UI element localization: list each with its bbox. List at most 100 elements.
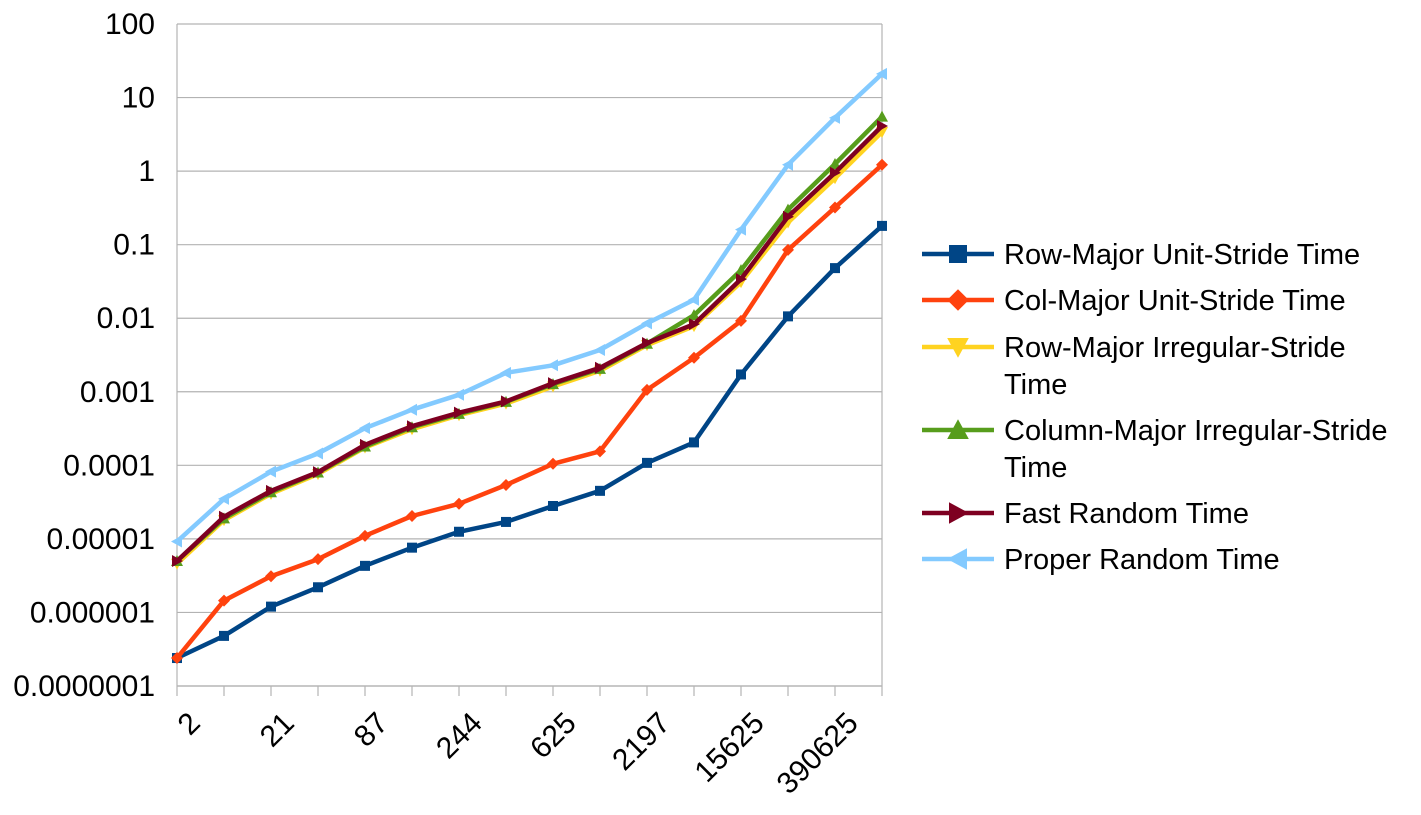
- data-point: [782, 243, 794, 256]
- data-point: [313, 466, 324, 479]
- legend-entry: Row-Major Irregular-Stride Time: [922, 332, 1346, 401]
- x-tick-label: 625: [524, 706, 583, 765]
- legend-label: Row-Major Irregular-Stride Time: [1004, 332, 1346, 401]
- data-point: [830, 263, 840, 274]
- series-line: [175, 124, 884, 563]
- data-point: [547, 457, 559, 470]
- data-point: [266, 601, 276, 612]
- data-point: [688, 309, 700, 321]
- series-5: [172, 120, 888, 568]
- x-tick-label: 244: [430, 706, 489, 765]
- series: [171, 67, 888, 665]
- data-point: [548, 500, 558, 511]
- legend-marker: [949, 502, 969, 524]
- legend-entry: Column-Major Irregular-Stride Time: [922, 415, 1388, 484]
- data-point: [406, 509, 418, 522]
- legend: Row-Major Unit-Stride Time Col-Major Unit…: [922, 239, 1388, 576]
- data-point: [359, 529, 371, 542]
- data-point: [218, 594, 230, 607]
- series-line: [176, 224, 884, 661]
- series-1: [172, 220, 887, 664]
- data-point: [501, 516, 511, 527]
- y-tick-label: 0.000001: [30, 596, 155, 629]
- data-point: [594, 445, 606, 458]
- data-point: [407, 542, 417, 553]
- data-point: [548, 377, 559, 390]
- y-tick-label: 0.0000001: [13, 670, 155, 703]
- legend-entry: Col-Major Unit-Stride Time: [922, 285, 1346, 317]
- data-point: [266, 484, 277, 497]
- data-point: [219, 510, 230, 523]
- data-point: [829, 201, 841, 214]
- legend-marker: [947, 338, 969, 358]
- data-point: [830, 166, 841, 179]
- data-point: [265, 465, 276, 478]
- data-point: [595, 485, 605, 496]
- data-point: [876, 67, 887, 80]
- data-point: [829, 157, 841, 169]
- data-point: [360, 438, 371, 451]
- data-point: [500, 366, 511, 379]
- legend-entry: Proper Random Time: [922, 544, 1280, 576]
- y-tick-label: 0.0001: [63, 449, 155, 482]
- data-point: [735, 223, 746, 236]
- series-2: [171, 158, 888, 665]
- data-point: [454, 526, 464, 537]
- data-point: [453, 497, 465, 510]
- y-tick-label: 0.001: [80, 376, 155, 409]
- x-tick-label: 2: [172, 706, 207, 741]
- data-point: [501, 395, 512, 408]
- series-3: [171, 127, 888, 570]
- y-tick-label: 0.00001: [47, 523, 155, 556]
- data-point: [547, 359, 558, 372]
- legend-label: Row-Major Unit-Stride Time: [1004, 239, 1360, 271]
- legend-marker: [947, 289, 969, 311]
- x-tick-label: 2197: [606, 706, 677, 777]
- data-point: [218, 492, 229, 505]
- data-point: [406, 403, 417, 416]
- legend-label: Column-Major Irregular-Stride Time: [1004, 415, 1388, 484]
- data-point: [736, 369, 746, 380]
- data-point: [407, 420, 418, 433]
- legend-marker: [949, 245, 967, 263]
- data-point: [360, 560, 370, 571]
- y-tick-labels: 100 10 1 0.1 0.01 0.001 0.0001 0.00001 0.000001 0…: [13, 8, 155, 703]
- data-point: [688, 293, 699, 306]
- x-tick-label: 87: [348, 706, 395, 753]
- data-point: [688, 351, 700, 364]
- legend-label: Col-Major Unit-Stride Time: [1004, 285, 1346, 317]
- data-point: [877, 120, 888, 133]
- data-point: [171, 652, 183, 665]
- data-point: [689, 437, 699, 448]
- data-point: [736, 273, 747, 286]
- y-tick-label: 0.01: [97, 302, 155, 335]
- data-point: [265, 570, 277, 583]
- data-point: [172, 555, 183, 568]
- data-point: [641, 383, 653, 396]
- data-point: [783, 210, 794, 223]
- data-point: [641, 317, 652, 330]
- legend-marker: [947, 419, 969, 439]
- series-line: [175, 163, 884, 660]
- data-point: [642, 337, 653, 350]
- data-point: [313, 582, 323, 593]
- grid: [177, 23, 882, 687]
- data-point: [642, 457, 652, 468]
- x-tick-label: 21: [254, 706, 301, 753]
- y-tick-label: 10: [122, 82, 155, 115]
- data-point: [171, 535, 182, 548]
- x-tick-label: 390625: [771, 706, 865, 800]
- axes: [176, 24, 883, 696]
- data-point: [219, 630, 229, 641]
- data-point: [876, 158, 888, 171]
- data-point: [595, 361, 606, 374]
- data-point: [500, 479, 512, 492]
- series-line: [175, 72, 884, 544]
- y-tick-label: 0.1: [113, 229, 155, 262]
- x-tick-label: 15625: [688, 706, 770, 788]
- legend-label: Fast Random Time: [1004, 498, 1249, 530]
- data-point: [782, 158, 793, 171]
- data-point: [829, 111, 840, 124]
- data-point: [876, 110, 888, 122]
- data-point: [594, 343, 605, 356]
